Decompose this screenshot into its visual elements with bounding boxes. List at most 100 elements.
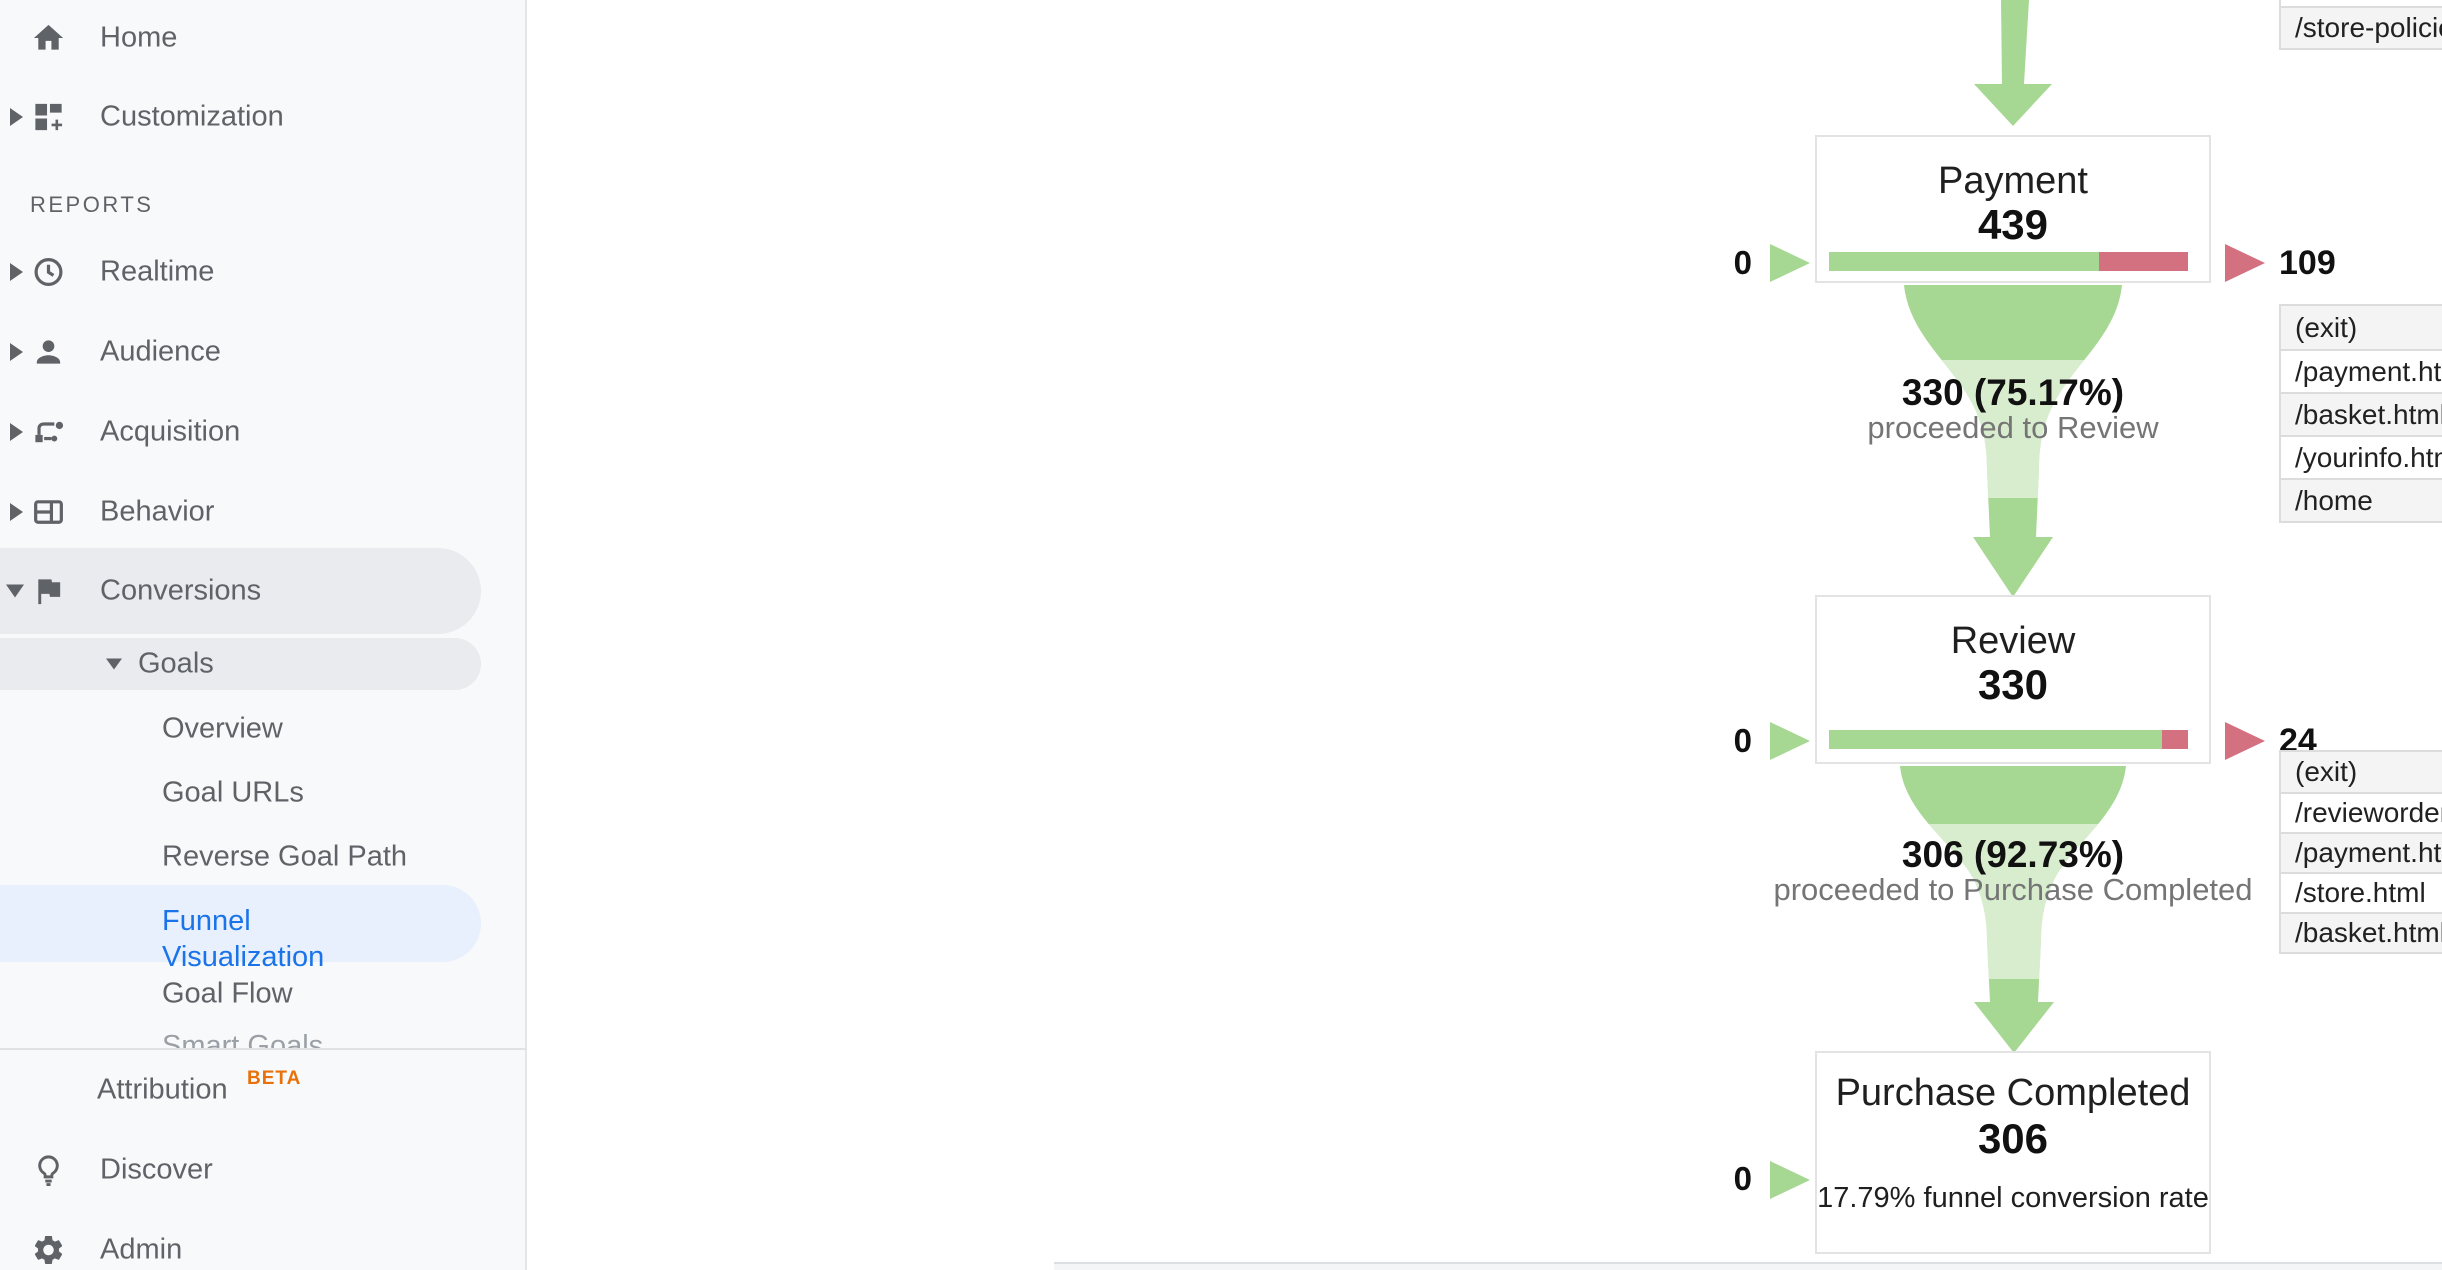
exit-page-cell: /basket.html (2295, 398, 2442, 430)
sidebar-item-customization[interactable]: Customization (0, 89, 525, 145)
sidebar-item-audience[interactable]: Audience (0, 324, 525, 380)
sidebar-item-label: Home (100, 21, 178, 54)
flag-icon (31, 574, 66, 609)
sidebar-item-label: Overview (162, 712, 283, 745)
chevron-right-icon (10, 503, 23, 521)
sidebar: Home Customization REPORTS Realtime Audi… (0, 0, 527, 1270)
transition-caption: proceeded to Review (1867, 410, 2159, 445)
reports-heading: REPORTS (30, 192, 154, 217)
exited-bar-segment (2099, 252, 2188, 271)
sidebar-item-label: Smart Goals (162, 1030, 324, 1048)
footer-strip (1054, 1262, 2442, 1270)
behavior-icon (31, 495, 66, 530)
table-row: /basket.html11 (2281, 392, 2442, 435)
lightbulb-icon (31, 1153, 66, 1188)
sidebar-item-goal-flow[interactable]: Goal Flow (0, 966, 525, 1022)
table-row: /payment.html4 (2281, 832, 2442, 872)
sidebar-item-label: Conversions (100, 574, 262, 607)
exited-bar-segment (2162, 730, 2188, 749)
entrance-arrow-icon (1770, 722, 1810, 760)
step-progress-bar (1829, 730, 2188, 749)
entrance-count: 0 (1733, 244, 1752, 281)
exit-arrow-icon (2225, 722, 2265, 760)
sidebar-item-label: Behavior (100, 495, 215, 528)
exit-pages-table-payment: (exit)53 /payment.html14 /basket.html11 … (2279, 304, 2442, 523)
transition-count: 306 (92.73%) (1901, 834, 2125, 875)
funnel-flow-shape (1900, 766, 2126, 1053)
sidebar-item-label: Discover (100, 1153, 213, 1186)
exit-page-cell: (exit) (2295, 311, 2358, 343)
step-progress-bar (1829, 252, 2188, 271)
step-name: Payment (1938, 160, 2088, 202)
clock-icon (31, 255, 66, 290)
gear-icon (31, 1233, 66, 1268)
exit-page-cell: /payment.html (2295, 837, 2442, 868)
customization-icon (31, 100, 66, 135)
entrance-count: 0 (1733, 1160, 1752, 1197)
funnel-visualization-canvas: /store-policies/shipping-informati… 6 Pa… (527, 0, 2442, 1270)
transition-caption: proceeded to Purchase Completed (1773, 872, 2253, 907)
exit-pages-table-partial: /store-policies/shipping-informati… 6 (2279, 0, 2442, 50)
transition-count: 330 (75.17%) (1901, 372, 2125, 413)
step-value: 306 (1977, 1115, 2049, 1162)
exit-page-cell: /store.html (2295, 877, 2426, 908)
sidebar-item-acquisition[interactable]: Acquisition (0, 404, 525, 460)
goals-active-pill (0, 638, 481, 690)
step-name: Purchase Completed (1835, 1072, 2191, 1114)
funnel-conversion-rate: 17.79% funnel conversion rate (1817, 1182, 2209, 1214)
exit-pages-table-review: (exit)6 /revieworder.html6 /payment.html… (2279, 750, 2442, 954)
sidebar-item-realtime[interactable]: Realtime (0, 244, 525, 300)
sidebar-item-label: Goals (138, 647, 214, 680)
entrance-count: 0 (1733, 722, 1752, 759)
step-value: 330 (1977, 661, 2049, 708)
table-row: (exit)53 (2281, 306, 2442, 349)
sidebar-item-label: Attribution (97, 1073, 228, 1106)
exit-page-cell: (exit) (2295, 756, 2358, 787)
funnel-flow-shape (1904, 285, 2122, 597)
sidebar-item-label-line2: Visualization (162, 941, 325, 973)
sidebar-item-label: Acquisition (100, 415, 241, 448)
sidebar-item-label: Goal Flow (162, 977, 293, 1010)
sidebar-item-goal-urls[interactable]: Goal URLs (0, 765, 525, 821)
table-row: /home7 (2281, 478, 2442, 521)
sidebar-item-conversions[interactable]: Conversions (0, 563, 525, 619)
acquisition-icon (31, 415, 66, 450)
funnel-visualization-selected-pill (0, 885, 481, 962)
table-row: /store-policies/shipping-informati… 6 (2281, 8, 2442, 48)
sidebar-item-label: Customization (100, 100, 284, 133)
exit-page-cell: /revieworder.html (2295, 797, 2442, 828)
table-row: /basket.html2 (2281, 912, 2442, 952)
sidebar-item-home[interactable]: Home (0, 10, 525, 66)
exit-count: 109 (2279, 244, 2336, 282)
sidebar-item-overview[interactable]: Overview (0, 701, 525, 757)
sidebar-item-label: Admin (100, 1233, 183, 1266)
sidebar-item-reverse-goal-path[interactable]: Reverse Goal Path (0, 829, 525, 885)
sidebar-item-label: Realtime (100, 255, 215, 288)
exit-page-cell: /home (2295, 484, 2373, 516)
exit-page-cell: /store-policies/shipping-informati… (2295, 12, 2442, 43)
sidebar-item-label-line1: Funnel (162, 905, 251, 937)
exit-page-cell: /payment.html (2295, 355, 2442, 387)
sidebar-item-admin[interactable]: Admin (0, 1222, 525, 1270)
table-row: /revieworder.html6 (2281, 792, 2442, 832)
proceeded-bar-segment (1829, 730, 2162, 749)
step-value: 439 (1977, 201, 2049, 248)
table-row-partial (2281, 0, 2442, 8)
sidebar-item-goals[interactable]: Goals (0, 636, 525, 692)
proceeded-bar-segment (1829, 252, 2099, 271)
sidebar-item-smart-goals-clipped[interactable]: Smart Goals (0, 1030, 525, 1048)
chevron-right-icon (10, 263, 23, 281)
beta-badge: BETA (247, 1068, 302, 1089)
entrance-arrow-icon (1770, 1161, 1810, 1199)
sidebar-item-funnel-visualization[interactable]: Funnel Visualization (0, 885, 525, 973)
sidebar-item-behavior[interactable]: Behavior (0, 484, 525, 540)
sidebar-item-attribution[interactable]: Attribution BETA (0, 1062, 525, 1118)
chevron-right-icon (10, 423, 23, 441)
table-row: /payment.html14 (2281, 349, 2442, 392)
exit-page-cell: /yourinfo.html (2295, 441, 2442, 473)
sidebar-item-discover[interactable]: Discover (0, 1142, 525, 1198)
exit-arrow-icon (2225, 244, 2265, 282)
table-row: (exit)6 (2281, 752, 2442, 792)
chevron-down-icon (6, 584, 24, 598)
